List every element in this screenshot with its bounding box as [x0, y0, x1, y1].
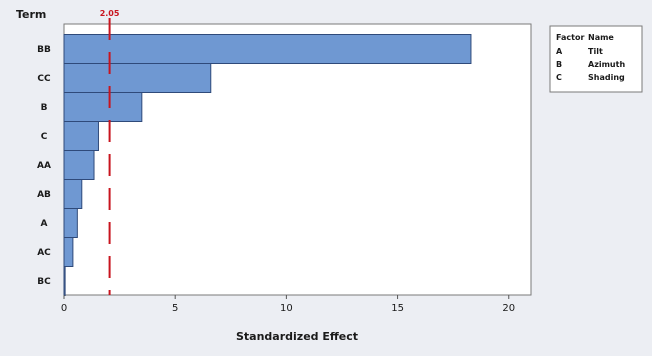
category-label-a: A [41, 219, 48, 229]
x-tick-label-15: 15 [391, 303, 404, 314]
bar-a [63, 208, 78, 238]
category-label-bb: BB [37, 45, 51, 55]
bar-ab [63, 179, 83, 209]
x-tick-label-20: 20 [502, 303, 515, 314]
x-tick-label-0: 0 [61, 303, 67, 314]
y-axis-title: Term [16, 8, 46, 21]
category-label-b: B [41, 103, 48, 113]
legend-name-shading: Shading [588, 73, 625, 82]
category-label-cc: CC [37, 74, 51, 84]
category-label-c: C [41, 132, 48, 142]
bar-aa [63, 150, 95, 180]
bar-b [63, 92, 143, 122]
legend-factor-a: A [556, 47, 563, 56]
legend-header-name: Name [588, 33, 614, 42]
legend-name-azimuth: Azimuth [588, 60, 625, 69]
legend-factor-c: C [556, 73, 562, 82]
legend-header-factor: Factor [556, 33, 584, 42]
x-tick-label-10: 10 [280, 303, 293, 314]
bar-bc [63, 266, 66, 296]
category-label-ab: AB [37, 190, 51, 200]
bar-c [63, 121, 99, 151]
bar-cc [63, 63, 212, 93]
legend-name-tilt: Tilt [588, 47, 603, 56]
x-axis-title: Standardized Effect [236, 330, 358, 343]
legend: Factor Name A Tilt B Azimuth C Shading [549, 25, 643, 93]
x-tick-label-5: 5 [172, 303, 178, 314]
bar-bb [63, 34, 472, 64]
legend-box [549, 25, 643, 93]
category-label-aa: AA [37, 161, 51, 171]
bar-ac [63, 237, 74, 267]
category-label-bc: BC [37, 277, 51, 287]
reference-line-label: 2.05 [100, 9, 120, 18]
legend-factor-b: B [556, 60, 562, 69]
category-label-ac: AC [37, 248, 51, 258]
